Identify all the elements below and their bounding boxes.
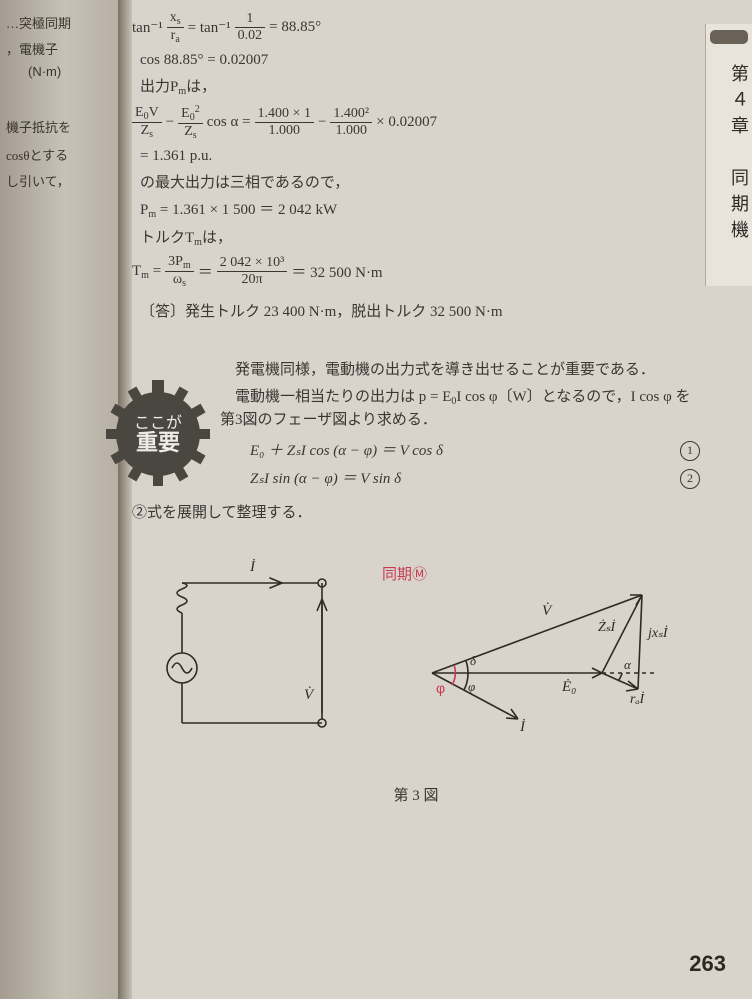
eq-line-7: Pm = 1.361 × 1 500 ＝ 2 042 kW xyxy=(132,199,700,223)
eq-number-1: 1 xyxy=(680,441,700,461)
eq-text: 1.000 xyxy=(330,123,372,139)
fig-label-ZsI: Żₛİ xyxy=(598,619,617,635)
eq-line-3: 出力Pmは， xyxy=(132,76,700,100)
eq-text: cos α = xyxy=(207,114,251,131)
fig-label-V: V̇ xyxy=(304,686,315,702)
chapter-tab-label: 第４章 同期機 xyxy=(729,64,749,246)
eq-text: 3P xyxy=(168,254,183,269)
eq-text: x xyxy=(170,10,177,25)
eq-line-1: tan⁻¹ xs ra = tan⁻¹ 1 0.02 = 88.85° xyxy=(132,10,700,45)
eq-text: 1.400² xyxy=(330,106,372,123)
left-gutter-strip: …突極同期 ，電機子 (N·m) 機子抵抗を cosθとする し引いて， xyxy=(0,0,120,999)
figure-3: İ V̇ 同期Ⓜ Ė₀ V̇ xyxy=(132,543,700,793)
fig-label-jxI: jxₛİ xyxy=(646,625,669,641)
eq-text: = 1.361 × 1 500 ＝ 2 042 kW xyxy=(160,202,337,218)
fig-label-phi: φ xyxy=(468,679,475,694)
fig-label-alpha: α xyxy=(624,657,632,672)
gutter-text: 機子抵抗を xyxy=(6,118,71,139)
important-eq2: ZₛI sin (α − φ) ＝ V sin δ xyxy=(250,465,401,494)
page-number: 263 xyxy=(689,951,726,977)
eq-text: a xyxy=(175,34,179,45)
hand-phi: φ xyxy=(436,680,445,696)
important-badge: ここが 重要 xyxy=(104,380,212,488)
eq-text: 2 042 × 10³ xyxy=(217,255,288,272)
page-body: tan⁻¹ xs ra = tan⁻¹ 1 0.02 = 88.85° cos … xyxy=(132,0,700,999)
eq-text: × 0.02007 xyxy=(376,114,437,131)
eq-line-6: の最大出力は三相であるので， xyxy=(132,172,700,195)
gutter-text: ，電機子 xyxy=(6,40,58,61)
eq-line-2: cos 88.85° = 0.02007 xyxy=(132,49,700,72)
frac: xs ra xyxy=(167,10,184,45)
chapter-tab-bar xyxy=(710,30,748,44)
eq-text: ω xyxy=(173,272,182,287)
eq-text: ＝ 32 500 N·m xyxy=(291,261,382,282)
eq-text: E xyxy=(181,106,190,121)
eq-text: = 88.85° xyxy=(269,19,321,36)
eq-text: = tan⁻¹ xyxy=(188,18,231,37)
eq-text: 出力P xyxy=(140,79,178,95)
eq-line-8: トルクTmは， xyxy=(132,227,700,251)
eq-text: Z xyxy=(141,123,150,138)
eq-line-4: E0VZs − E02Zs cos α = 1.400 × 11.000 − 1… xyxy=(132,104,700,141)
eq-number-2: 2 xyxy=(680,469,700,489)
eq-text: 0.02 xyxy=(235,28,266,44)
eq-text: 1.400 × 1 xyxy=(255,106,314,123)
eq-text: 1 xyxy=(235,11,266,28)
gutter-annot: (N·m) xyxy=(28,62,61,83)
important-block: 発電機同様，電動機の出力式を導き出せることが重要である． 電動機一相当たりの出力… xyxy=(220,359,700,494)
important-p2: 電動機一相当たりの出力は p = E0I cos φ〔W〕となるので，I cos… xyxy=(220,386,700,433)
eq-text: Z xyxy=(184,124,193,139)
fig-label-raI: rₐİ xyxy=(630,691,646,707)
eq-text: s xyxy=(177,16,181,27)
eq-text: V xyxy=(149,105,159,120)
eq-text: 1.000 xyxy=(255,123,314,139)
eq-text: − xyxy=(318,114,326,131)
fig-label-I: İ xyxy=(249,559,256,575)
important-p1: 発電機同様，電動機の出力式を導き出せることが重要である． xyxy=(220,359,700,382)
eq-text: ＝ xyxy=(198,261,213,282)
fig-label-Vp: V̇ xyxy=(542,602,553,618)
fig-label-delta: δ xyxy=(470,653,477,668)
fig-label-Ip: İ xyxy=(519,719,526,735)
eq-text: tan⁻¹ xyxy=(132,18,163,37)
eq-text: トルクT xyxy=(140,230,194,246)
answer-line: 〔答〕発生トルク 23 400 N·m，脱出トルク 32 500 N·m xyxy=(132,301,700,324)
gutter-text: cosθとする xyxy=(6,146,68,167)
eq-text: は， xyxy=(202,230,232,246)
eq-text: 20π xyxy=(217,272,288,288)
book-gutter-shadow xyxy=(118,0,132,999)
frac: 1 0.02 xyxy=(235,11,266,44)
gutter-text: し引いて， xyxy=(6,172,70,193)
eq-line-9: Tm = 3Pmωs ＝ 2 042 × 10³20π ＝ 32 500 N·m xyxy=(132,254,700,289)
eq-text: 発生トルク 23 400 N·m，脱出トルク 32 500 N·m xyxy=(185,304,503,320)
eq-text: は， xyxy=(186,79,216,95)
figure-caption: 第 3 図 xyxy=(132,784,700,805)
eq-text: 電動機一相当たりの出力は p = E xyxy=(235,389,451,405)
fig-label-E0: Ė₀ xyxy=(561,679,576,695)
important-p3: ②式を展開して整理する． xyxy=(132,502,700,525)
eq-text: E xyxy=(135,105,144,120)
gutter-text: …突極同期 xyxy=(6,14,71,35)
important-eq1: E₀ ＋ ZₛI cos (α − φ) ＝ V cos δ xyxy=(250,437,443,466)
eq-line-5: = 1.361 p.u. xyxy=(132,145,700,168)
chapter-tab: 第４章 同期機 xyxy=(705,24,752,286)
badge-text-2: 重要 xyxy=(136,430,180,455)
hand-annotation: 同期Ⓜ xyxy=(382,566,427,583)
